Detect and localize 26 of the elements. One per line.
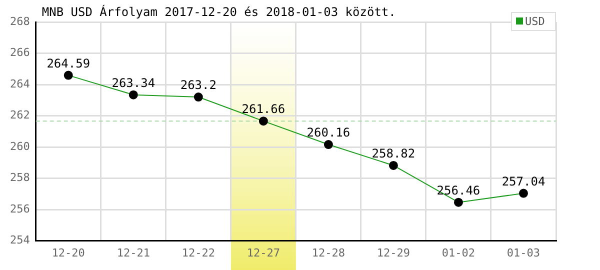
y-tick-label: 258 bbox=[10, 171, 30, 184]
x-tick-label: 12-29 bbox=[376, 246, 410, 260]
y-tick-label: 266 bbox=[10, 46, 30, 60]
data-label: 258.82 bbox=[372, 146, 416, 160]
data-label: 261.66 bbox=[242, 102, 286, 116]
x-tick-label: 12-22 bbox=[182, 246, 215, 260]
y-tick-label: 260 bbox=[10, 140, 30, 153]
data-label: 257.04 bbox=[502, 174, 546, 188]
data-label: 264.59 bbox=[46, 56, 90, 70]
y-tick-label: 254 bbox=[10, 234, 30, 247]
x-tick-label: 12-27 bbox=[246, 246, 280, 260]
x-tick-label: 12-28 bbox=[312, 246, 346, 260]
y-tick-label: 264 bbox=[10, 77, 30, 90]
data-label: 263.34 bbox=[112, 76, 156, 90]
x-tick-label: 12-20 bbox=[52, 246, 85, 260]
x-tick-label: 12-21 bbox=[116, 246, 150, 260]
y-tick-label: 262 bbox=[10, 108, 30, 122]
legend-label: USD bbox=[525, 14, 545, 28]
y-tick-label: 256 bbox=[10, 202, 30, 216]
data-label: 263.2 bbox=[180, 78, 216, 92]
data-label: 256.46 bbox=[436, 183, 480, 198]
x-tick-label: 01-03 bbox=[506, 246, 540, 260]
chart-title: MNB USD Árfolyam 2017-12-20 és 2018-01-03 között. bbox=[42, 4, 396, 19]
data-label: 260.16 bbox=[306, 126, 350, 140]
x-tick-label: 01-02 bbox=[442, 246, 476, 260]
y-tick-label: 268 bbox=[10, 14, 30, 28]
